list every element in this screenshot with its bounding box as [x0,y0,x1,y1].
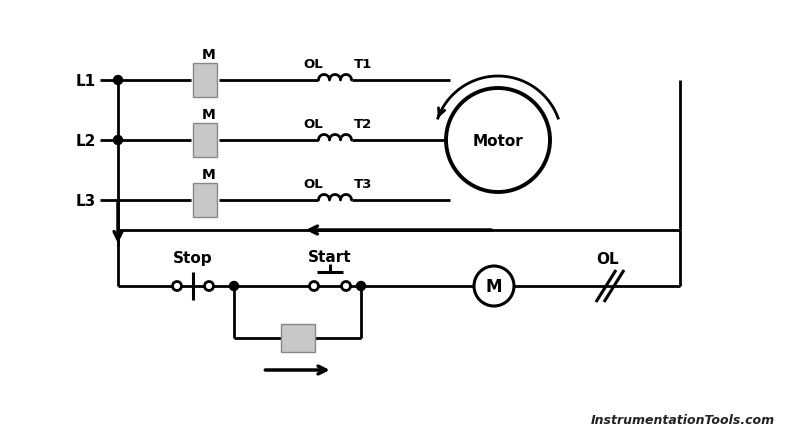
Text: L1: L1 [76,73,96,88]
Text: OL: OL [303,118,323,131]
Circle shape [205,282,214,291]
Text: Motor: Motor [473,133,524,148]
Text: InstrumentationTools.com: InstrumentationTools.com [591,413,775,426]
Text: M: M [486,277,502,295]
Text: T2: T2 [354,118,372,131]
Bar [193,124,217,158]
Text: M: M [202,168,216,182]
Circle shape [309,282,319,291]
Text: M: M [202,108,216,122]
Bar [281,324,315,352]
Text: L3: L3 [76,193,97,208]
Text: OL: OL [303,178,323,191]
Bar [193,64,217,98]
Text: OL: OL [596,251,619,266]
Text: M: M [202,48,216,62]
Text: OL: OL [303,58,323,71]
Text: Start: Start [308,249,352,264]
Text: T3: T3 [354,178,373,191]
Text: T1: T1 [354,58,372,71]
Bar [193,184,217,218]
Circle shape [113,136,123,145]
Text: Stop: Stop [173,251,213,266]
Circle shape [446,89,550,193]
Circle shape [474,266,514,306]
Circle shape [342,282,350,291]
Circle shape [229,282,239,291]
Circle shape [172,282,181,291]
Circle shape [357,282,365,291]
Circle shape [113,76,123,85]
Text: L2: L2 [76,133,97,148]
